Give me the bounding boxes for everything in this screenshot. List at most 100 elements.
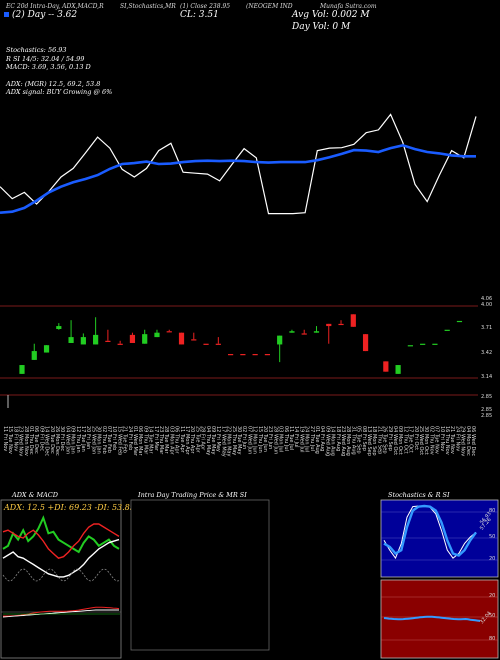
candle-body	[191, 339, 197, 341]
price-tick-label: 2.85	[481, 407, 492, 413]
date-label: 07 Tue Feb	[106, 426, 112, 453]
date-label: 25 Wed Oct	[418, 426, 424, 455]
chart-header: EC 20d Intra-Day, ADX,MACD,R SI,Stochast…	[2, 3, 498, 33]
date-label: 25 Thu May	[231, 426, 237, 455]
adx-text: ADX: (MGR) 12.5, 69.2, 53.8	[6, 79, 101, 88]
price-tick-label: 3.42	[481, 350, 492, 356]
date-label: 18 Fri Nov	[12, 426, 18, 451]
date-label: 09 Wed Aug	[324, 426, 330, 456]
date-label: 28 Mon Aug	[345, 426, 351, 456]
candle-body	[289, 331, 295, 333]
candle-body	[420, 343, 426, 345]
candle-body	[264, 354, 271, 356]
date-label: 14 Tue Mar	[148, 426, 154, 454]
date-label: 09 Mon Oct	[397, 426, 403, 455]
date-label: 10 Fri Feb	[111, 426, 117, 450]
candle-body	[203, 343, 209, 345]
date-label: 01 Wed Mar	[132, 426, 138, 457]
date-label: 20 Thu Apr	[189, 426, 195, 455]
date-label: 04 Wed Jan	[64, 426, 70, 454]
candle-body	[362, 334, 369, 352]
date-label: 14 Fri Jul	[293, 426, 299, 448]
date-label: 12 Thu Jan	[75, 426, 81, 453]
date-label: 15 Wed Feb	[116, 426, 122, 455]
date-label: 06 Wed Dec	[470, 426, 476, 456]
date-label: 21 Tue Nov	[449, 426, 455, 454]
date-label: 18 Mon Sep	[371, 426, 377, 456]
adx-series-line	[2, 538, 120, 578]
legend-marker	[4, 12, 9, 17]
date-label: 17 Tue Oct	[408, 426, 414, 453]
header-text-2: SI,Stochastics,MR	[120, 3, 176, 10]
date-label: 04 Thu May	[205, 426, 211, 455]
date-label: 25 Wed Jan	[90, 426, 96, 454]
avg-vol: Avg Vol: 0.002 M	[292, 10, 370, 20]
candle-body	[19, 365, 25, 374]
date-label: 28 Wed Jun	[272, 426, 278, 454]
date-label: 23 Fri Jun	[267, 426, 273, 449]
date-label: 01 Tue Aug	[314, 426, 320, 454]
candle-body	[338, 323, 344, 326]
date-label: 04 Mon Dec	[465, 426, 471, 456]
date-label: 11 Fri Nov	[2, 426, 8, 451]
date-label: 21 Thu Sep	[376, 426, 382, 454]
candle-body	[277, 335, 283, 345]
candle-body	[93, 334, 99, 345]
adx-panel-frame	[0, 499, 122, 659]
candle-body	[43, 345, 50, 353]
stochastics-rsi-panel: Stochastics & R SI80502020508057.2656.93…	[380, 491, 499, 659]
date-label: 20 Tue Dec	[49, 426, 55, 454]
date-label: 14 Mon Aug	[330, 426, 336, 456]
date-label: 03 Mon Apr	[168, 426, 174, 456]
date-label: 04 Fri Aug	[319, 426, 325, 451]
rsi-line	[383, 615, 481, 622]
date-label: 30 Tue May	[236, 426, 242, 454]
macd-line	[3, 606, 120, 617]
candle-body	[129, 334, 136, 343]
date-label: 27 Thu Jul	[309, 426, 315, 451]
date-label: 16 Thu Nov	[444, 426, 450, 455]
candle-body	[383, 361, 389, 372]
date-label: 23 Wed Aug	[340, 426, 346, 456]
candle-body	[432, 343, 438, 345]
date-label: 15 Thu Jun	[257, 426, 263, 453]
candle-body	[80, 337, 86, 345]
date-label: 23 Thu Mar	[158, 426, 164, 455]
date-label: 04 Wed Oct	[392, 426, 398, 455]
date-axis: 11 Fri Nov 15 Tue Nov 18 Fri Nov 23 Wed Nov…	[2, 426, 476, 457]
header-text-5: Munafa Sutra.com	[320, 3, 377, 10]
candle-body	[407, 345, 413, 347]
date-label: 09 Mon Jan	[70, 426, 76, 454]
header-text-4: (NEOGEM IND	[246, 3, 293, 10]
date-label: 18 Fri Aug	[335, 426, 341, 451]
macd-signal-line	[2, 609, 119, 618]
stoch-series-line	[383, 504, 477, 557]
date-label: 09 Thu Mar	[142, 426, 148, 455]
di-oscillation-line	[2, 568, 121, 582]
date-label: 17 Tue Jan	[80, 426, 86, 452]
stoch-panel-title: Stochastics & R SI	[388, 491, 450, 499]
day-change: (2) Day -- 3.62	[12, 10, 78, 20]
date-label: 26 Mon Dec	[54, 426, 60, 456]
header-text-3: (1) Close 238.95	[180, 3, 231, 10]
price-line	[0, 113, 477, 215]
price-tick-label: 3.71	[481, 325, 492, 331]
date-label: 12 Thu Oct	[402, 426, 408, 454]
date-label: 03 Mon Jul	[278, 426, 284, 452]
candle-body	[154, 332, 160, 338]
date-label: 02 Fri Jun	[241, 426, 247, 449]
candle-body	[142, 334, 148, 344]
date-label: 29 Fri Sep	[387, 426, 393, 451]
date-label: 28 Mon Nov	[23, 426, 29, 456]
date-label: 06 Thu Apr	[174, 426, 180, 455]
candle-body	[31, 351, 37, 360]
date-label: 10 Fri Nov	[439, 426, 445, 451]
intraday-mrsi-panel: Intra Day Trading Price & MR SI	[130, 491, 270, 651]
date-label: 17 Fri Mar	[153, 426, 159, 452]
candle-body	[252, 354, 258, 356]
indicator-summary: Stochastics: 56.93 R SI 14/5: 32.04 / 54…	[6, 46, 112, 97]
price-tick-label: 3.14	[481, 374, 492, 380]
date-label: 02 Thu Nov	[428, 426, 434, 455]
rsi-text: R SI 14/5: 32.04 / 54.99	[6, 54, 85, 63]
